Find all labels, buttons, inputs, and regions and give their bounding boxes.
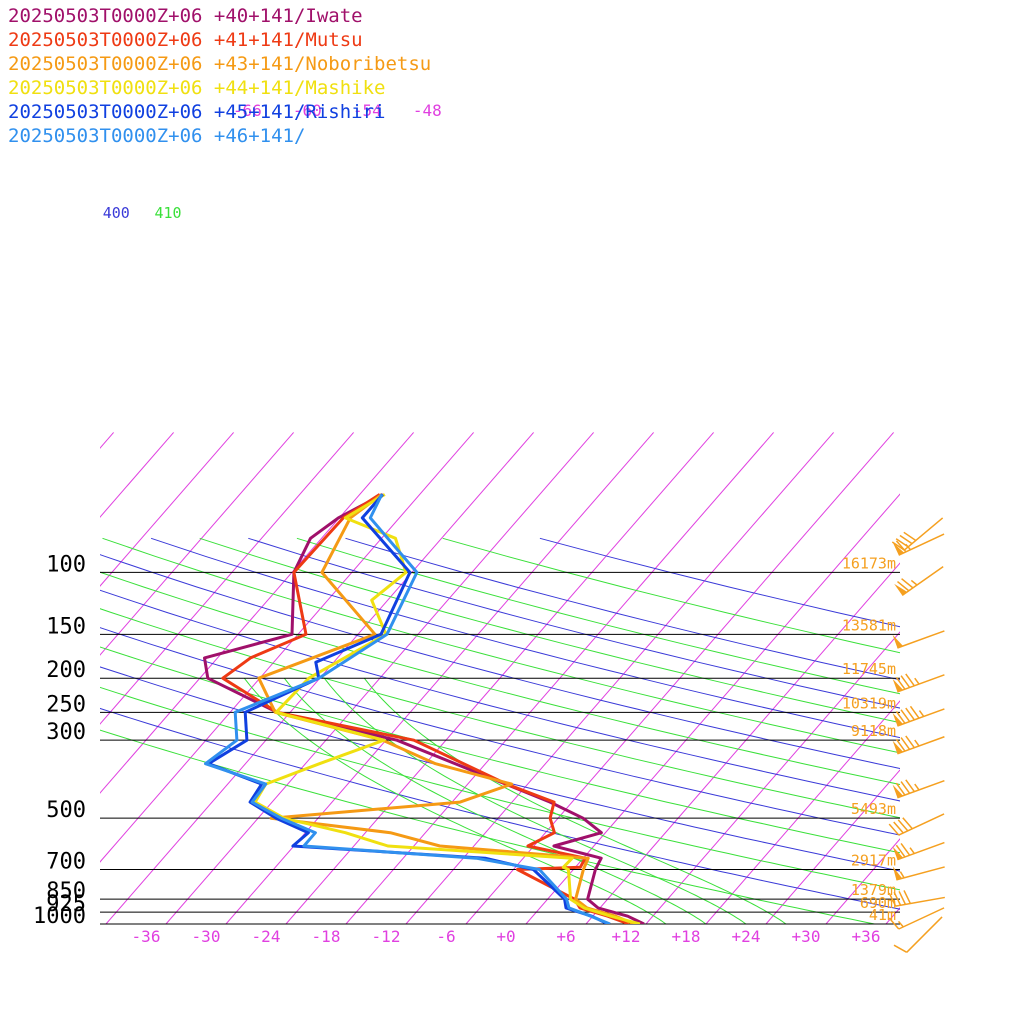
temp-tick-label: -6 — [436, 927, 455, 946]
wind-barb — [892, 841, 945, 861]
pressure-label: 500 — [46, 798, 86, 823]
legend-item-46-141: 20250503T0000Z+06 +46+141/ — [8, 125, 306, 147]
pressure-label: 700 — [46, 850, 86, 875]
theta-line — [102, 537, 900, 754]
moist-adiabat-line — [243, 677, 667, 924]
isotherm-line — [705, 700, 900, 924]
theta-label: 410 — [154, 204, 181, 222]
temperature-profiles — [203, 493, 645, 924]
profile-line — [221, 493, 630, 924]
pressure-label: 1000 — [33, 904, 86, 929]
theta-line — [100, 571, 900, 786]
isotherm-line — [100, 432, 294, 656]
pressure-label: 300 — [46, 720, 86, 745]
temp-tick-label: +12 — [612, 927, 641, 946]
theta-line — [248, 537, 900, 709]
legend-item-mutsu: 20250503T0000Z+06 +41+141/Mutsu — [8, 29, 363, 51]
temp-tick-label: -24 — [252, 927, 281, 946]
pressure-label: 100 — [46, 552, 86, 577]
isotherm-line — [765, 769, 900, 924]
theta-line — [442, 537, 900, 654]
theta-line — [100, 729, 875, 924]
height-label: 9118m — [851, 722, 896, 740]
temp-tick-label: +18 — [672, 927, 701, 946]
pressure-label: 925 — [46, 892, 86, 917]
theta-line — [100, 646, 900, 854]
theta-line — [100, 589, 900, 802]
isobars — [100, 571, 900, 925]
pressure-label: 150 — [46, 614, 86, 639]
legend-item-rishiri: 20250503T0000Z+06 +45+141/Rishiri — [8, 101, 386, 123]
isotherm-line — [100, 432, 234, 587]
height-label: 16173m — [842, 554, 896, 572]
height-label: 13581m — [842, 616, 896, 634]
wind-barb — [892, 533, 945, 556]
wind-barb — [888, 907, 945, 930]
temp-tick-label: +6 — [556, 927, 575, 946]
moist-adiabat-line — [283, 677, 707, 924]
legend-item-iwate: 20250503T0000Z+06 +40+141/Iwate — [8, 5, 363, 27]
theta-line — [100, 666, 900, 872]
moist-adiabat-line — [363, 677, 787, 924]
upper-isotherm-label: -54 — [353, 101, 382, 120]
height-label: 2917m — [851, 852, 896, 870]
temp-tick-label: -12 — [372, 927, 401, 946]
height-label: 1379m — [851, 881, 896, 899]
isotherm-line — [1006, 432, 1024, 924]
temp-tick-label: -30 — [192, 927, 221, 946]
isotherm-line — [825, 838, 900, 924]
legend-item-noboribetsu: 20250503T0000Z+06 +43+141/Noboribetsu — [8, 53, 432, 75]
profile-line — [257, 493, 635, 924]
upper-isotherm-label: -66 — [233, 101, 262, 120]
profile-line — [207, 493, 609, 924]
temp-tick-label: +30 — [792, 927, 821, 946]
isotherm-line — [100, 432, 174, 518]
moist-adiabat-line — [323, 677, 747, 924]
theta-line — [100, 554, 900, 770]
temp-tick-label: -36 — [132, 927, 161, 946]
theta-line — [150, 537, 900, 739]
theta-line — [100, 686, 900, 891]
height-label: 10319m — [842, 694, 896, 712]
wind-barbs — [888, 517, 945, 953]
height-label: 690m — [860, 894, 896, 912]
temp-tick-label: +36 — [852, 927, 881, 946]
wind-barb — [892, 779, 945, 799]
pressure-label: 250 — [46, 692, 86, 717]
wind-barb — [888, 813, 945, 836]
wind-barb — [892, 673, 945, 693]
wind-barb — [893, 916, 943, 953]
temp-tick-label: +0 — [496, 927, 515, 946]
theta-line — [100, 707, 900, 910]
height-label: 11745m — [842, 660, 896, 678]
theta-line — [100, 608, 900, 819]
profile-line — [204, 493, 611, 924]
temp-tick-label: +24 — [732, 927, 761, 946]
wind-barb — [892, 735, 945, 755]
temp-tick-label: -18 — [312, 927, 341, 946]
theta-line — [539, 537, 900, 628]
upper-isotherm-label: -60 — [293, 101, 322, 120]
wind-barb — [892, 866, 945, 881]
theta-label: 400 — [103, 204, 130, 222]
wind-barb — [892, 705, 945, 727]
pressure-label: 200 — [46, 658, 86, 683]
legend: 20250503T0000Z+06 +40+141/Iwate 20250503… — [8, 4, 431, 148]
wind-barb — [892, 630, 945, 649]
upper-isotherm-label: -48 — [413, 101, 442, 120]
height-label: 5493m — [851, 800, 896, 818]
wind-barb — [894, 566, 944, 596]
legend-item-mashike: 20250503T0000Z+06 +44+141/Mashike — [8, 77, 386, 99]
isotherm-line — [946, 432, 1024, 924]
wind-barb — [888, 890, 945, 907]
height-label: 41m — [869, 906, 896, 924]
theta-line — [100, 627, 900, 836]
theta-line — [199, 537, 900, 724]
pressure-label: 850 — [46, 879, 86, 904]
theta-line — [345, 537, 900, 681]
